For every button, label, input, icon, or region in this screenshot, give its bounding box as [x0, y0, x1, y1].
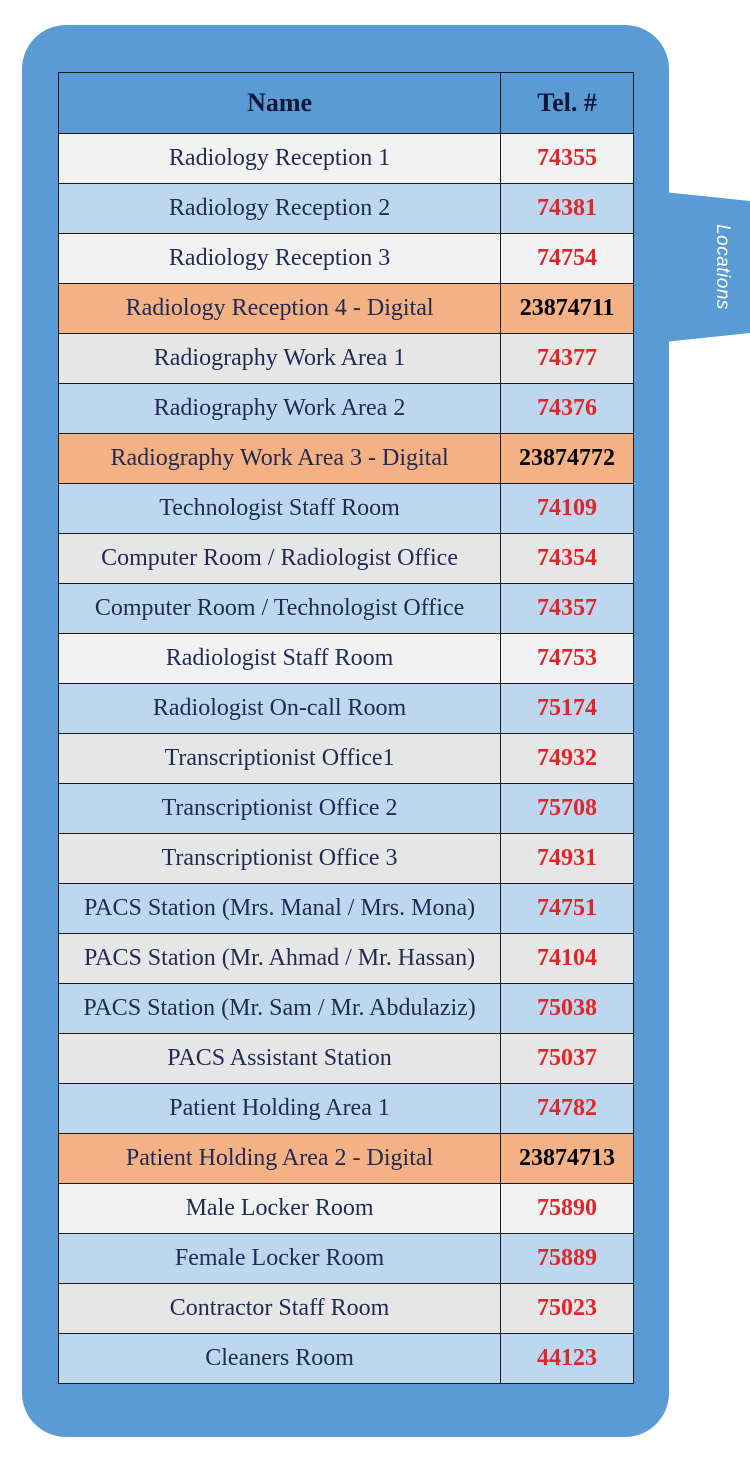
telephone-number-cell: 23874711 — [500, 283, 634, 334]
locations-tab-label-wrap[interactable]: Locations — [697, 192, 747, 342]
telephone-number-cell: 74754 — [500, 233, 634, 284]
telephone-number-cell: 74109 — [500, 483, 634, 534]
telephone-number-cell: 74782 — [500, 1083, 634, 1134]
table-row: Transcriptionist Office 3 74931 — [57, 833, 634, 884]
table-row: PACS Station (Mrs. Manal / Mrs. Mona) 747… — [57, 883, 634, 934]
table-row: Computer Room / Radiologist Office 74354 — [57, 533, 634, 584]
table-row: Computer Room / Technologist Office 74357 — [57, 583, 634, 634]
location-name-cell: Computer Room / Technologist Office — [57, 583, 502, 634]
table-row: Female Locker Room 75889 — [57, 1233, 634, 1284]
telephone-number-cell: 23874713 — [500, 1133, 634, 1184]
telephone-number-cell: 74376 — [500, 383, 634, 434]
location-name-cell: Radiologist On-call Room — [57, 683, 502, 734]
location-name-cell: PACS Station (Mr. Ahmad / Mr. Hassan) — [57, 933, 502, 984]
table-row: Radiologist On-call Room 75174 — [57, 683, 634, 734]
table-row: Radiography Work Area 2 74376 — [57, 383, 634, 434]
location-name-cell: PACS Station (Mr. Sam / Mr. Abdulaziz) — [57, 983, 502, 1034]
location-name-cell: Male Locker Room — [57, 1183, 502, 1234]
table-row: Contractor Staff Room 75023 — [57, 1283, 634, 1334]
location-name-cell: Patient Holding Area 1 — [57, 1083, 502, 1134]
table-row: Radiology Reception 3 74754 — [57, 233, 634, 284]
table-row: Patient Holding Area 2 - Digital 23874713 — [57, 1133, 634, 1184]
telephone-number-cell: 74381 — [500, 183, 634, 234]
telephone-number-cell: 75889 — [500, 1233, 634, 1284]
telephone-number-cell: 74357 — [500, 583, 634, 634]
location-name-cell: Transcriptionist Office1 — [57, 733, 502, 784]
location-name-cell: Transcriptionist Office 2 — [57, 783, 502, 834]
telephone-number-cell: 74753 — [500, 633, 634, 684]
locations-tab-label[interactable]: Locations — [712, 224, 733, 310]
telephone-number-cell: 74377 — [500, 333, 634, 384]
table-row: PACS Station (Mr. Ahmad / Mr. Hassan) 741… — [57, 933, 634, 984]
table-row: Radiology Reception 1 74355 — [57, 133, 634, 184]
location-name-cell: Patient Holding Area 2 - Digital — [57, 1133, 502, 1184]
telephone-number-cell: 75023 — [500, 1283, 634, 1334]
location-name-cell: Radiology Reception 1 — [57, 133, 502, 184]
telephone-number-cell: 74354 — [500, 533, 634, 584]
telephone-number-cell: 44123 — [500, 1333, 634, 1384]
location-name-cell: PACS Assistant Station — [57, 1033, 502, 1084]
table-row: PACS Station (Mr. Sam / Mr. Abdulaziz) 75… — [57, 983, 634, 1034]
location-name-cell: Radiology Reception 4 - Digital — [57, 283, 502, 334]
telephone-number-cell: 74355 — [500, 133, 634, 184]
location-name-cell: Radiography Work Area 3 - Digital — [57, 433, 502, 484]
location-name-cell: Transcriptionist Office 3 — [57, 833, 502, 884]
table-row: Radiology Reception 4 - Digital 23874711 — [57, 283, 634, 334]
telephone-number-cell: 23874772 — [500, 433, 634, 484]
locations-tab[interactable] — [664, 192, 750, 342]
table-row: Cleaners Room 44123 — [57, 1333, 634, 1384]
location-name-cell: Radiography Work Area 1 — [57, 333, 502, 384]
location-name-cell: Cleaners Room — [57, 1333, 502, 1384]
location-name-cell: Radiography Work Area 2 — [57, 383, 502, 434]
location-name-cell: Computer Room / Radiologist Office — [57, 533, 502, 584]
table-header-row: Name Tel. # — [57, 72, 634, 134]
table-row: Patient Holding Area 1 74782 — [57, 1083, 634, 1134]
tel-column-header: Tel. # — [500, 72, 634, 134]
table-row: PACS Assistant Station 75037 — [57, 1033, 634, 1084]
telephone-number-cell: 74751 — [500, 883, 634, 934]
table-row: Radiologist Staff Room 74753 — [57, 633, 634, 684]
telephone-number-cell: 74932 — [500, 733, 634, 784]
location-name-cell: PACS Station (Mrs. Manal / Mrs. Mona) — [57, 883, 502, 934]
name-column-header: Name — [57, 72, 502, 134]
location-name-cell: Radiologist Staff Room — [57, 633, 502, 684]
location-name-cell: Female Locker Room — [57, 1233, 502, 1284]
table-row: Transcriptionist Office 2 75708 — [57, 783, 634, 834]
location-name-cell: Technologist Staff Room — [57, 483, 502, 534]
table-row: Radiography Work Area 1 74377 — [57, 333, 634, 384]
location-name-cell: Radiology Reception 3 — [57, 233, 502, 284]
telephone-number-cell: 75037 — [500, 1033, 634, 1084]
telephone-number-cell: 75038 — [500, 983, 634, 1034]
telephone-number-cell: 75174 — [500, 683, 634, 734]
location-name-cell: Contractor Staff Room — [57, 1283, 502, 1334]
table-row: Transcriptionist Office1 74932 — [57, 733, 634, 784]
table-body: Radiology Reception 1 74355 Radiology Rece… — [57, 133, 634, 1384]
telephone-number-cell: 74104 — [500, 933, 634, 984]
telephone-number-cell: 75890 — [500, 1183, 634, 1234]
table-row: Radiology Reception 2 74381 — [57, 183, 634, 234]
table-row: Technologist Staff Room 74109 — [57, 483, 634, 534]
phone-directory-table: Name Tel. # Radiology Reception 1 74355 Ra… — [57, 72, 634, 1384]
location-name-cell: Radiology Reception 2 — [57, 183, 502, 234]
table-row: Radiography Work Area 3 - Digital 2387477… — [57, 433, 634, 484]
telephone-number-cell: 74931 — [500, 833, 634, 884]
table-row: Male Locker Room 75890 — [57, 1183, 634, 1234]
telephone-number-cell: 75708 — [500, 783, 634, 834]
